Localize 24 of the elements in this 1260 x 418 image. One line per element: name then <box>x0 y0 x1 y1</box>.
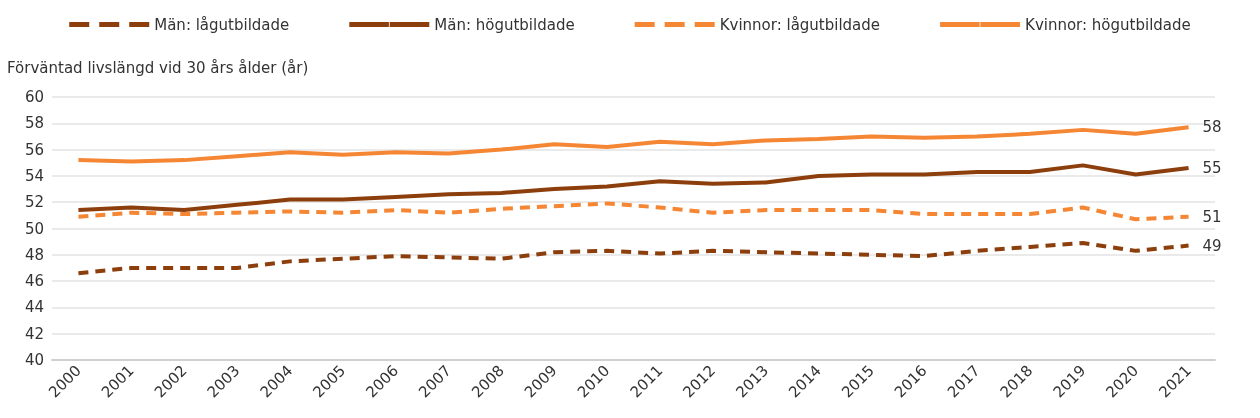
line-series <box>76 163 1191 213</box>
legend-label: Kvinnor: högutbildade <box>1025 15 1191 34</box>
line-series <box>76 201 1191 222</box>
legend-label: Män: högutbildade <box>434 15 575 34</box>
y-tick-label: 56 <box>24 140 44 159</box>
data-label: 58 <box>1202 118 1222 137</box>
line-series <box>76 240 1191 276</box>
data-label: 55 <box>1202 159 1222 178</box>
y-axis-title: Förväntad livslängd vid 30 års ålder (år) <box>7 58 309 77</box>
y-tick-label: 44 <box>24 298 44 317</box>
y-tick-label: 60 <box>24 88 44 106</box>
y-tick-label: 46 <box>24 272 44 291</box>
y-tick-label: 50 <box>24 219 44 238</box>
data-label: 49 <box>1202 236 1222 255</box>
legend-label: Kvinnor: lågutbildade <box>719 15 881 34</box>
y-tick-label: 40 <box>24 351 44 369</box>
y-tick-label: 54 <box>24 166 44 185</box>
y-tick-label: 42 <box>24 324 44 343</box>
y-tick-label: 52 <box>24 193 44 212</box>
y-tick-label: 58 <box>24 114 44 133</box>
line-series <box>76 125 1191 164</box>
legend-label: Män: lågutbildade <box>154 15 290 34</box>
y-tick-label: 48 <box>24 245 44 264</box>
data-label: 51 <box>1202 207 1222 226</box>
